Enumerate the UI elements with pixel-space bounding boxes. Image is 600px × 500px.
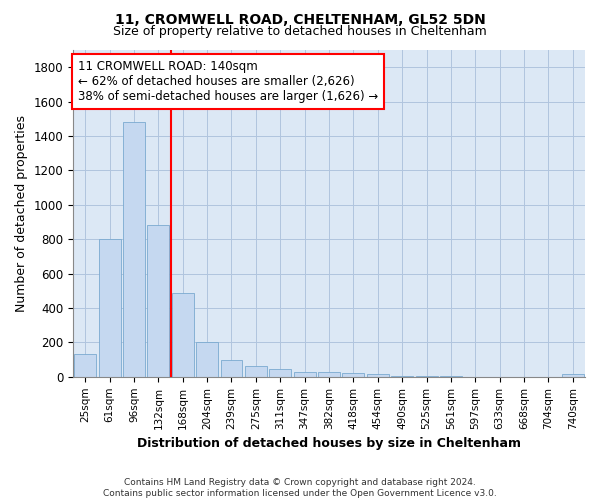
X-axis label: Distribution of detached houses by size in Cheltenham: Distribution of detached houses by size … [137,437,521,450]
Text: Size of property relative to detached houses in Cheltenham: Size of property relative to detached ho… [113,25,487,38]
Bar [98,239,121,377]
Bar [269,369,291,377]
Bar [562,374,584,377]
Bar [74,354,96,377]
Bar [172,292,194,377]
Bar [123,122,145,377]
Text: 11 CROMWELL ROAD: 140sqm
← 62% of detached houses are smaller (2,626)
38% of sem: 11 CROMWELL ROAD: 140sqm ← 62% of detach… [78,60,379,103]
Bar [148,226,169,377]
Bar [245,366,267,377]
Bar [196,342,218,377]
Y-axis label: Number of detached properties: Number of detached properties [15,115,28,312]
Bar [318,372,340,377]
Bar [293,372,316,377]
Bar [391,376,413,377]
Text: 11, CROMWELL ROAD, CHELTENHAM, GL52 5DN: 11, CROMWELL ROAD, CHELTENHAM, GL52 5DN [115,12,485,26]
Bar [343,374,364,377]
Text: Contains HM Land Registry data © Crown copyright and database right 2024.
Contai: Contains HM Land Registry data © Crown c… [103,478,497,498]
Bar [367,374,389,377]
Bar [221,360,242,377]
